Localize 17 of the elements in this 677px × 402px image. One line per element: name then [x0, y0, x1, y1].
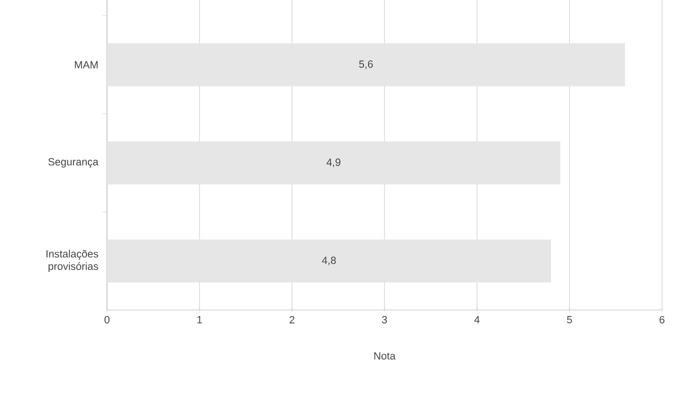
y-tick-label: Instalações provisórias: [46, 250, 98, 272]
x-axis-title: Nota: [374, 352, 396, 360]
x-tick-label: 6: [660, 316, 664, 324]
x-tick-label: 0: [104, 316, 110, 324]
x-tick-label: 3: [382, 316, 387, 324]
x-tick-label: 4: [474, 316, 480, 324]
y-tick-label: Segurança: [48, 158, 98, 168]
bar: [107, 141, 560, 184]
data-label: 4,9: [326, 158, 340, 168]
bar: [107, 239, 552, 282]
x-tick-label: 2: [290, 316, 294, 324]
data-label: 5,6: [359, 60, 373, 70]
data-label: 4,8: [322, 256, 336, 266]
y-tick-label: MAM: [74, 61, 98, 68]
x-tick-label: 5: [567, 316, 572, 324]
x-tick-label: 1: [197, 316, 202, 324]
bar: [107, 43, 626, 86]
